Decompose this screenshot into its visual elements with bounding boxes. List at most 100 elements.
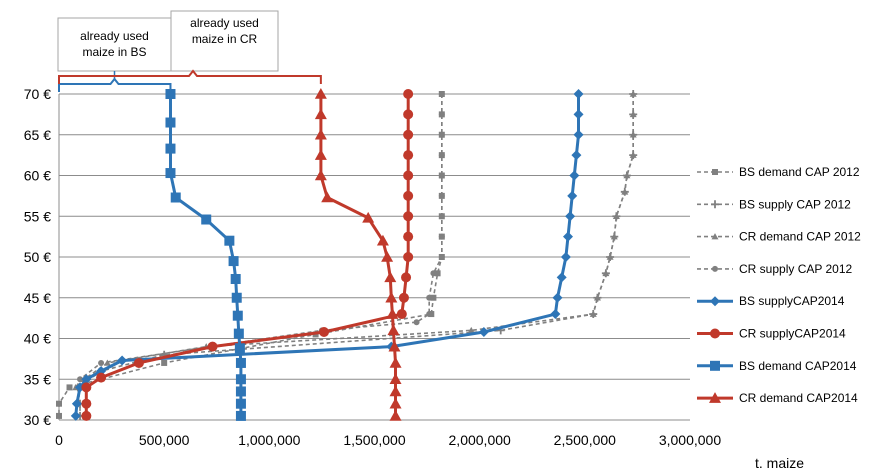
axes: 30 € 35 € 40 € 45 € 50 € 55 € 60 € 65 € 70 € 0 500…	[24, 86, 722, 448]
data-point-bs-supplycap2014	[81, 374, 92, 385]
data-point-cr-demand-cap2014	[314, 108, 327, 120]
data-point-bs-supplycap2014	[550, 309, 561, 320]
data-point-bs-demand-cap-2012	[430, 294, 437, 301]
data-point-cr-supplycap2014	[207, 341, 218, 352]
data-point-cr-demand-cap2014	[389, 385, 402, 397]
data-point-cr-supply-cap-2012	[438, 152, 445, 159]
data-point-cr-supply-cap-2012	[98, 359, 105, 366]
data-point-bs-demand-cap2014	[235, 410, 246, 421]
data-point-cr-demand-cap-2012	[629, 131, 637, 138]
data-point-bs-supplycap2014	[70, 410, 81, 421]
annotation-bracket	[58, 77, 172, 92]
data-point-bs-demand-cap2014	[165, 117, 176, 128]
data-point-cr-supplycap2014	[710, 328, 720, 339]
data-point-cr-supply-cap-2012	[438, 213, 445, 220]
series-line-cr-demand-cap2014	[319, 94, 397, 416]
data-point-bs-supplycap2014	[573, 129, 584, 140]
legend-label: CR supply CAP 2012	[739, 262, 853, 276]
data-point-bs-demand-cap2014	[234, 343, 245, 354]
annotation-text: maize in CR	[192, 32, 258, 46]
data-point-cr-demand-cap-2012	[589, 310, 597, 317]
annotation-text: already used	[190, 16, 259, 30]
x-tick-label: 1,500,000	[343, 432, 405, 448]
data-point-cr-supplycap2014	[403, 150, 414, 161]
data-point-cr-demand-cap-2012	[593, 294, 601, 301]
x-tick-label: 1,000,000	[238, 432, 300, 448]
data-point-cr-supply-cap-2012	[430, 270, 437, 277]
data-point-cr-supplycap2014	[403, 252, 414, 262]
data-point-bs-demand-cap2014	[228, 256, 239, 267]
y-tick-label: 50 €	[24, 249, 51, 265]
data-point-cr-demand-cap2014	[384, 271, 397, 283]
gridlines	[59, 93, 690, 421]
data-point-cr-demand-cap2014	[709, 392, 721, 403]
annotation-bs: already used maize in BS	[57, 17, 172, 92]
data-point-bs-supplycap2014	[571, 150, 582, 161]
data-point-bs-demand-cap-2012	[56, 412, 62, 419]
data-point-cr-supply-cap-2012	[712, 265, 718, 272]
data-point-cr-supply-cap-2012	[413, 319, 420, 326]
data-point-cr-supply-cap-2012	[426, 294, 433, 301]
x-tick-label: 2,500,000	[554, 432, 616, 448]
data-point-cr-supply-cap-2012	[426, 311, 433, 318]
data-point-bs-supplycap2014	[563, 231, 574, 242]
data-point-cr-demand-cap2014	[386, 308, 399, 319]
series-line-bs-demand-cap-2012	[58, 94, 443, 416]
data-point-bs-supplycap2014	[569, 170, 580, 181]
y-tick-label: 60 €	[24, 168, 51, 184]
legend-item-bs-supply-cap-2012: BS supply CAP 2012	[697, 197, 851, 211]
data-point-cr-demand-cap-2012	[623, 172, 631, 179]
data-point-cr-demand-cap-2012	[610, 233, 618, 240]
data-point-cr-demand-cap-2012	[629, 90, 637, 97]
x-tick-label: 2,000,000	[449, 432, 511, 448]
data-point-cr-supplycap2014	[81, 410, 92, 421]
legend-label: BS demand CAP 2012	[739, 165, 860, 179]
data-point-bs-demand-cap2014	[232, 310, 243, 321]
legend-label: BS supply CAP 2012	[739, 197, 851, 211]
data-point-cr-demand-cap2014	[389, 409, 402, 421]
data-point-cr-demand-cap2014	[362, 211, 375, 223]
data-point-cr-supplycap2014	[403, 89, 414, 99]
data-point-cr-demand-cap-2012	[629, 110, 637, 118]
data-point-bs-supplycap2014	[567, 190, 578, 201]
series-bs-supply-cap-2012	[73, 90, 638, 420]
data-point-cr-demand-cap2014	[314, 149, 327, 160]
data-point-cr-supply-cap-2012	[438, 254, 445, 260]
data-point-bs-supplycap2014	[117, 355, 128, 366]
data-point-cr-supplycap2014	[81, 382, 92, 393]
data-point-bs-supplycap2014	[556, 272, 567, 283]
series-cr-supplycap2014	[81, 89, 414, 421]
data-point-cr-demand-cap2014	[321, 191, 334, 203]
data-point-cr-demand-cap2014	[389, 356, 402, 368]
data-point-bs-demand-cap-2012	[66, 384, 73, 391]
legend-item-cr-supply-cap-2012: CR supply CAP 2012	[697, 262, 853, 276]
data-point-bs-demand-cap2014	[710, 360, 720, 371]
data-point-cr-supplycap2014	[403, 109, 414, 120]
data-point-bs-demand-cap-2012	[161, 359, 168, 366]
y-tick-label: 40 €	[24, 331, 51, 347]
y-tick-label: 30 €	[24, 412, 51, 428]
legend-item-bs-demand-cap-2012: BS demand CAP 2012	[697, 165, 860, 179]
y-tick-label: 35 €	[24, 371, 51, 387]
data-point-bs-supplycap2014	[560, 252, 571, 262]
series-line-bs-supplycap2014	[74, 94, 580, 417]
data-point-bs-demand-cap2014	[224, 235, 235, 246]
data-point-cr-demand-cap-2012	[467, 326, 475, 334]
data-point-bs-demand-cap2014	[233, 328, 244, 339]
legend-label: BS demand CAP2014	[739, 359, 857, 373]
data-point-cr-demand-cap2014	[388, 340, 401, 352]
data-point-cr-demand-cap2014	[314, 128, 327, 140]
data-point-cr-supply-cap-2012	[438, 172, 445, 179]
series-bs-supplycap2014	[70, 89, 584, 421]
legend-label: CR demand CAP2014	[739, 391, 858, 405]
data-point-cr-demand-cap-2012	[629, 151, 637, 158]
series-line-bs-demand-cap2014	[169, 94, 243, 416]
data-point-cr-supplycap2014	[398, 292, 409, 303]
annotation-bracket	[58, 69, 322, 84]
legend-item-cr-demand-cap2014: CR demand CAP2014	[697, 391, 858, 405]
data-point-bs-demand-cap-2012	[434, 270, 441, 277]
annotation-cr: already used maize in CR	[58, 10, 322, 84]
annotation-box	[57, 17, 172, 72]
data-point-bs-supplycap2014	[573, 89, 584, 99]
